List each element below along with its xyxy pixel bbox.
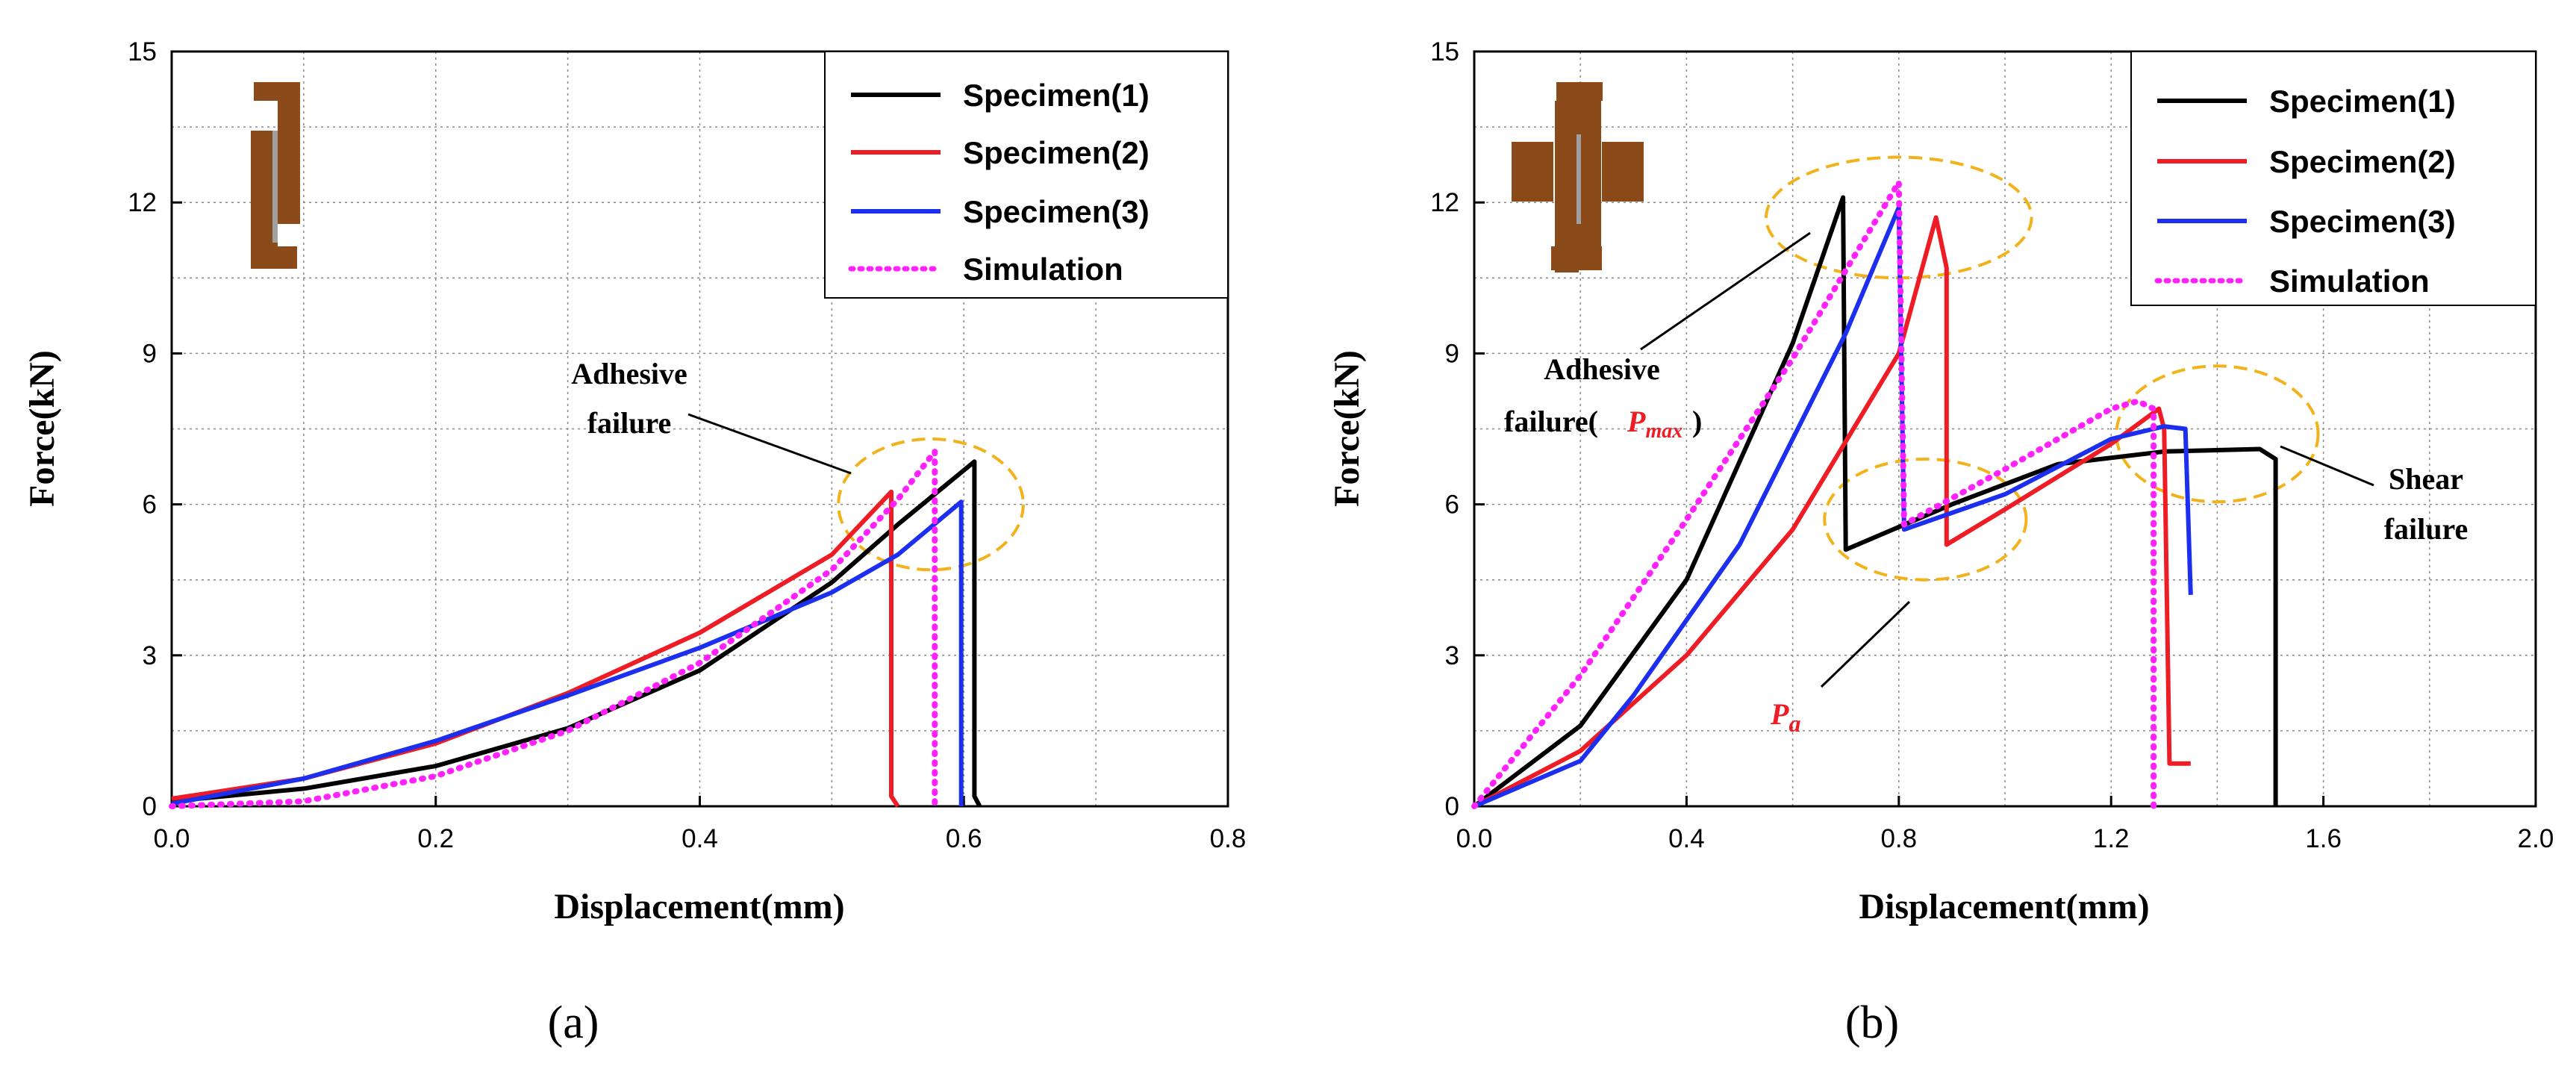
legend-label-specimen1-b: Specimen(1) (2269, 84, 2456, 119)
highlight-ellipse (837, 437, 1025, 572)
x-tick-label: 0.0 (154, 824, 190, 853)
y-tick-label: 0 (1445, 792, 1459, 821)
annotation-adhesive-line2-a: failure (587, 406, 672, 440)
x-tick-label: 0.4 (682, 824, 718, 853)
y-tick-label: 3 (1445, 641, 1459, 670)
x-tick-label: 0.4 (1668, 824, 1705, 853)
legend-label-simulation-a: Simulation (963, 252, 1123, 287)
panel-b: 0.0 0.4 0.8 1.2 1.6 2.0 0 3 6 9 12 15 Specimen(1) … (1327, 37, 2554, 1048)
series-line-specimen1 (171, 459, 982, 808)
highlight-ellipse (1823, 457, 2028, 582)
annotation-pa-symbol: Pa (1770, 697, 1800, 737)
series-line-simulation (169, 448, 938, 809)
legend-a: Specimen(1) Specimen(2) Specimen(3) Simu… (824, 51, 1229, 299)
y-axis-label-b: Force(kN) (1327, 350, 1367, 507)
x-tick-label: 1.2 (2093, 824, 2130, 853)
annotation-pmax-symbol: Pmax (1627, 405, 1682, 443)
x-axis-label-a: Displacement(mm) (554, 887, 844, 926)
x-tick-label: 0.2 (417, 824, 454, 853)
y-tick-label: 12 (1430, 188, 1459, 217)
series-line-specimen1 (1473, 195, 2278, 809)
y-tick-label: 9 (143, 339, 157, 368)
series-line-specimen2 (171, 489, 900, 808)
annotation-pointer-a (687, 413, 852, 475)
x-tick-label: 0.8 (1210, 824, 1247, 853)
annotation-adhesive-failure-b: Adhesive failure( Pmax ) (1504, 231, 1811, 443)
legend-label-specimen1-a: Specimen(1) (963, 78, 1150, 113)
y-tick-label: 3 (143, 641, 157, 670)
y-tick-label: 15 (128, 37, 157, 66)
plot-frame-b (1473, 50, 2537, 808)
annotation-shear-line2-b: failure (2384, 512, 2469, 546)
annotation-pmax-sub: max (1645, 420, 1682, 443)
legend-label-specimen2-a: Specimen(2) (963, 135, 1150, 170)
annotation-shear-line1-b: Shear (2389, 462, 2463, 496)
series-line-specimen3 (171, 499, 964, 806)
annotation-pa-sub: a (1788, 710, 1800, 737)
highlight-ellipses-a (837, 437, 1025, 572)
series-a (169, 448, 982, 809)
x-tick-labels-a: 0.0 0.2 0.4 0.6 0.8 (154, 824, 1247, 853)
caption-a: (a) (548, 997, 599, 1048)
annotation-pointer-pa-b (1820, 600, 1911, 688)
panel-a: 0.0 0.2 0.4 0.6 0.8 0 3 6 9 12 15 Specimen(1) Spe… (22, 37, 1246, 1048)
highlight-ellipse (2115, 364, 2320, 504)
annotation-pa-p: P (1770, 697, 1789, 731)
annotation-pmax-p: P (1627, 405, 1646, 438)
annotation-pointer-shear-b (2280, 445, 2374, 487)
legend-label-specimen3-a: Specimen(3) (963, 194, 1150, 229)
legend-label-specimen2-b: Specimen(2) (2269, 144, 2456, 179)
y-tick-labels-a: 0 3 6 9 12 15 (128, 37, 157, 821)
caption-b: (b) (1845, 997, 1899, 1048)
annotation-adhesive-failure-a: Adhesive failure (571, 357, 852, 475)
legend-box-b (2130, 51, 2536, 306)
y-tick-label: 15 (1430, 37, 1459, 66)
annotation-adhesive-line1-a: Adhesive (571, 357, 687, 390)
specimen-icon-a (251, 82, 300, 269)
x-tick-label: 2.0 (2518, 824, 2554, 853)
x-tick-label: 0.6 (946, 824, 982, 853)
annotation-pa-b: Pa (1770, 600, 1911, 737)
y-tick-label: 6 (143, 490, 157, 520)
series-line-specimen2 (1473, 215, 2191, 809)
annotation-pmax-close-paren: ) (1692, 405, 1702, 438)
series-line-simulation (1471, 179, 2157, 809)
y-tick-label: 0 (143, 792, 157, 821)
y-axis-label-a: Force(kN) (22, 350, 62, 507)
annotation-shear-failure-b: Shear failure (2280, 445, 2469, 546)
y-tick-labels-b: 0 3 6 9 12 15 (1430, 37, 1459, 821)
x-axis-label-b: Displacement(mm) (1859, 887, 2149, 926)
x-tick-label: 0.8 (1880, 824, 1917, 853)
series-b (1471, 179, 2278, 809)
annotation-adhesive-line2-b: failure( (1504, 405, 1598, 438)
x-tick-label: 0.0 (1456, 824, 1493, 853)
x-tick-label: 1.6 (2305, 824, 2342, 853)
y-tick-label: 12 (128, 188, 157, 217)
y-tick-label: 9 (1445, 339, 1459, 368)
y-tick-label: 6 (1445, 490, 1459, 520)
legend-b: Specimen(1) Specimen(2) Specimen(3) Simu… (2130, 51, 2536, 306)
annotation-adhesive-line1-b: Adhesive (1544, 352, 1660, 386)
annotation-pointer-adhesive-b (1640, 231, 1811, 351)
legend-label-simulation-b: Simulation (2269, 264, 2430, 299)
specimen-icon-b (1512, 82, 1644, 272)
legend-label-specimen3-b: Specimen(3) (2269, 204, 2456, 239)
x-tick-labels-b: 0.0 0.4 0.8 1.2 1.6 2.0 (1456, 824, 2554, 853)
